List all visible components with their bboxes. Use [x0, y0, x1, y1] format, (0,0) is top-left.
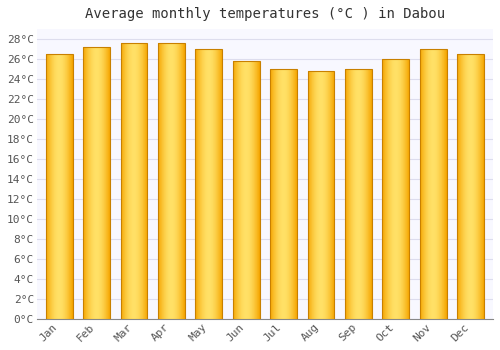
Bar: [232, 61, 260, 319]
Bar: [158, 43, 185, 319]
Bar: [120, 43, 148, 319]
Bar: [270, 69, 297, 319]
Bar: [382, 59, 409, 319]
Bar: [270, 69, 297, 319]
Bar: [46, 54, 72, 319]
Bar: [420, 49, 446, 319]
Bar: [457, 54, 484, 319]
Bar: [120, 43, 148, 319]
Title: Average monthly temperatures (°C ) in Dabou: Average monthly temperatures (°C ) in Da…: [85, 7, 445, 21]
Bar: [308, 71, 334, 319]
Bar: [232, 61, 260, 319]
Bar: [420, 49, 446, 319]
Bar: [158, 43, 185, 319]
Bar: [196, 49, 222, 319]
Bar: [345, 69, 372, 319]
Bar: [308, 71, 334, 319]
Bar: [46, 54, 72, 319]
Bar: [457, 54, 484, 319]
Bar: [83, 47, 110, 319]
Bar: [382, 59, 409, 319]
Bar: [83, 47, 110, 319]
Bar: [196, 49, 222, 319]
Bar: [345, 69, 372, 319]
